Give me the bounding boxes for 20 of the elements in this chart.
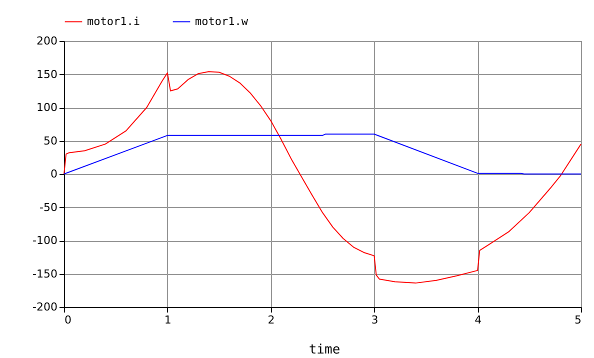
x-tick-label: 1 bbox=[164, 314, 172, 326]
line-series bbox=[64, 71, 582, 284]
x-tick-label: 2 bbox=[268, 314, 275, 326]
x-tick-label: 5 bbox=[574, 314, 582, 326]
y-tick-label: 50 bbox=[44, 134, 58, 148]
y-tick-label: -100 bbox=[32, 234, 58, 247]
line-series bbox=[64, 134, 582, 174]
x-tick-label: 3 bbox=[371, 314, 378, 326]
x-tick-label: 0 bbox=[64, 314, 72, 326]
legend-label: motor1.w bbox=[195, 14, 248, 28]
legend-label: motor1.i bbox=[87, 14, 140, 28]
y-tick-label: 200 bbox=[36, 34, 58, 48]
y-tick-label: -200 bbox=[32, 300, 58, 314]
y-tick-label: -150 bbox=[32, 267, 58, 280]
y-tick-label: 0 bbox=[50, 168, 58, 180]
x-tick-label: 4 bbox=[474, 314, 482, 326]
y-tick-label: -50 bbox=[40, 200, 58, 214]
x-axis-title: time bbox=[308, 342, 340, 358]
y-tick-label: 100 bbox=[36, 101, 58, 114]
y-tick-label: 150 bbox=[36, 68, 58, 81]
